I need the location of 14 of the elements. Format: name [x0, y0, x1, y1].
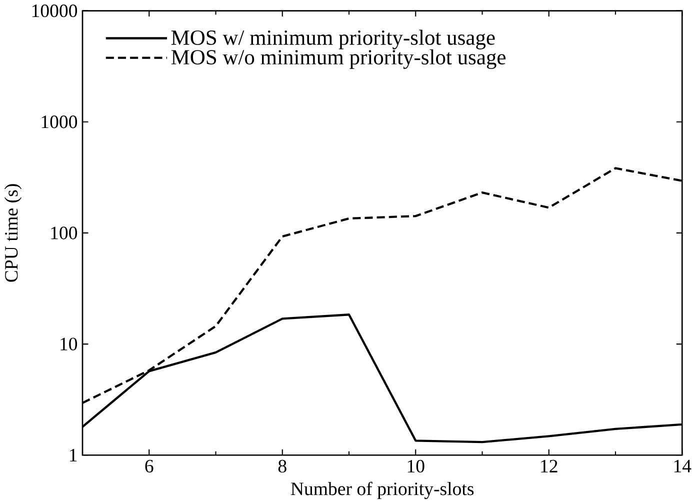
x-tick-label: 8: [278, 460, 286, 473]
x-tick-label: 10: [408, 460, 424, 473]
x-tick-label: 14: [674, 460, 692, 472]
y-tick-label: 100: [51, 226, 78, 240]
y-axis-title: CPU time (s): [4, 184, 22, 282]
x-axis-title: Number of priority-slots: [290, 482, 474, 500]
x-tick-label: 6: [145, 460, 154, 473]
y-tick-label: 1: [70, 449, 77, 462]
x-tick-label: 12: [541, 460, 558, 473]
y-tick-label: 1000: [42, 116, 78, 128]
y-tick-label: 10000: [32, 4, 78, 18]
legend-label: MOS w/ minimum priority-slot usage: [171, 30, 495, 50]
y-tick-label: 10: [60, 338, 78, 351]
legend-label: MOS w/o minimum priority-slot usage: [171, 50, 506, 70]
